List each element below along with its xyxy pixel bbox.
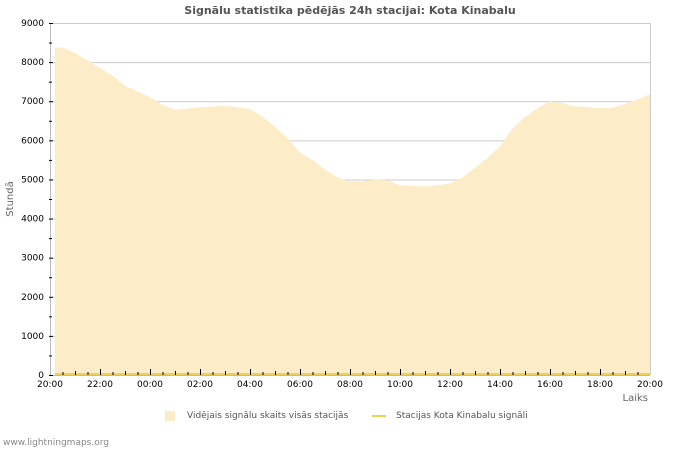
line-swatch-icon	[372, 415, 386, 417]
y-tick-label: 6000	[21, 136, 44, 146]
y-tick-label: 1000	[21, 332, 44, 342]
x-tick-label: 20:00	[37, 380, 63, 390]
x-tick-label: 08:00	[337, 380, 363, 390]
y-tick-label: 0	[38, 371, 44, 381]
x-tick-label: 04:00	[237, 380, 263, 390]
y-axis-ticks: 0 1000 2000 3000 4000 5000 6000 7000 8000 9000	[21, 19, 53, 381]
footer-link[interactable]: www.lightningmaps.org	[3, 438, 109, 448]
x-tick-label: 10:00	[387, 380, 413, 390]
chart-plot: 0 1000 2000 3000 4000 5000 6000 7000 8000 9000 20…	[5, 19, 663, 404]
legend-label-average: Vidējais signālu skaits visās stacijās	[187, 411, 349, 421]
legend: Vidējais signālu skaits visās stacijās S…	[0, 411, 700, 427]
average-signals-area	[55, 47, 650, 375]
y-tick-label: 4000	[21, 215, 44, 225]
y-tick-label: 3000	[21, 254, 44, 264]
x-tick-label: 14:00	[487, 380, 513, 390]
legend-item-average: Vidējais signālu skaits visās stacijās	[165, 411, 348, 421]
x-tick-label: 18:00	[587, 380, 613, 390]
area-swatch-icon	[165, 411, 175, 421]
x-tick-label: 20:00	[637, 380, 663, 390]
y-tick-label: 9000	[21, 19, 44, 29]
x-tick-label: 22:00	[87, 380, 113, 390]
y-tick-label: 7000	[21, 97, 44, 107]
y-tick-label: 2000	[21, 293, 44, 303]
y-tick-label: 5000	[21, 175, 44, 185]
y-tick-label: 8000	[21, 58, 44, 68]
x-axis-ticks: 20:00 22:00 00:00 02:00 04:00 06:00 08:00 10:00…	[37, 369, 663, 390]
x-tick-label: 02:00	[187, 380, 213, 390]
legend-label-station: Stacijas Kota Kinabalu signāli	[396, 411, 528, 421]
x-tick-label: 00:00	[137, 380, 163, 390]
chart-title: Signālu statistika pēdējās 24h stacijai:…	[184, 4, 516, 17]
x-axis-title: Laiks	[623, 393, 648, 404]
x-tick-label: 06:00	[287, 380, 313, 390]
y-axis-title: Stundā	[5, 181, 16, 216]
x-tick-label: 16:00	[537, 380, 563, 390]
legend-item-station: Stacijas Kota Kinabalu signāli	[372, 411, 528, 421]
x-tick-label: 12:00	[437, 380, 463, 390]
